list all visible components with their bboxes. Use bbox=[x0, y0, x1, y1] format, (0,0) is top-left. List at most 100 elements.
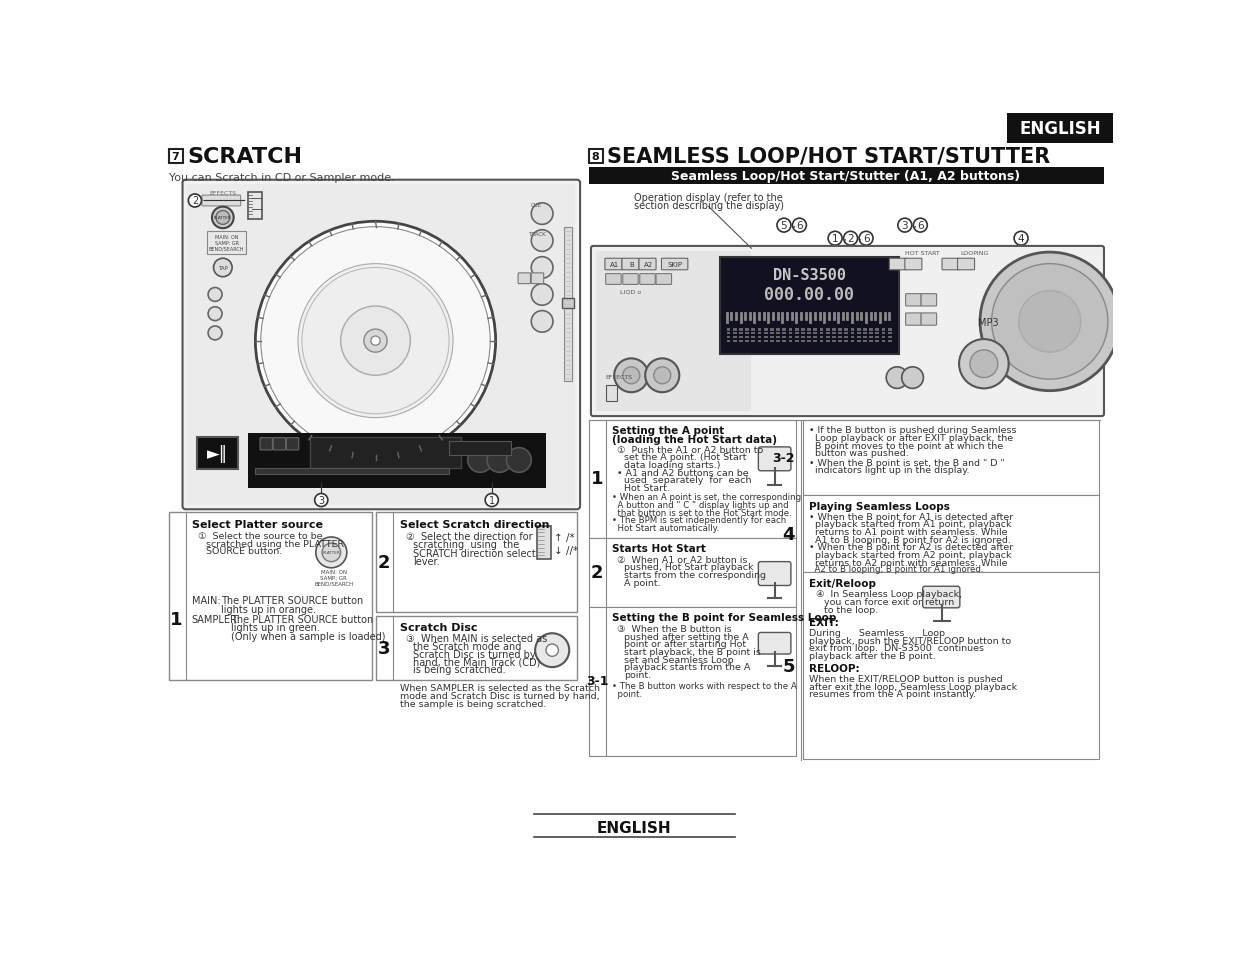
Text: ↑ /*: ↑ /* bbox=[554, 533, 574, 543]
Bar bbox=[782, 329, 787, 332]
Text: TRACK: TRACK bbox=[528, 232, 546, 236]
Text: to the loop.: to the loop. bbox=[824, 605, 878, 614]
Bar bbox=[726, 336, 731, 339]
Bar bbox=[788, 336, 793, 339]
Bar bbox=[845, 333, 849, 335]
Bar bbox=[876, 336, 880, 339]
FancyBboxPatch shape bbox=[531, 274, 544, 284]
Text: ③  When MAIN is selected as: ③ When MAIN is selected as bbox=[406, 634, 547, 643]
Text: ENGLISH: ENGLISH bbox=[1019, 120, 1101, 138]
Text: Starts Hot Start: Starts Hot Start bbox=[612, 543, 706, 554]
Bar bbox=[833, 329, 836, 332]
Text: ②  When A1 or A2 button is: ② When A1 or A2 button is bbox=[616, 555, 747, 564]
Text: Setting the A point: Setting the A point bbox=[612, 426, 724, 436]
Text: The PLATTER SOURCE button: The PLATTER SOURCE button bbox=[230, 615, 372, 624]
Text: after exit the loop, Seamless Loop playback: after exit the loop, Seamless Loop playb… bbox=[809, 682, 1017, 691]
Text: HOT START: HOT START bbox=[904, 252, 940, 256]
Text: set the A point. (Hot Start: set the A point. (Hot Start bbox=[625, 453, 747, 462]
Text: playback after the B point.: playback after the B point. bbox=[809, 651, 935, 660]
Text: LOOPING: LOOPING bbox=[961, 252, 990, 256]
Text: 3: 3 bbox=[318, 496, 324, 505]
Bar bbox=[776, 336, 781, 339]
Text: (Only when a sample is loaded): (Only when a sample is loaded) bbox=[230, 631, 385, 641]
Text: 7: 7 bbox=[172, 152, 179, 162]
Text: lever.: lever. bbox=[413, 557, 440, 567]
Bar bbox=[168, 150, 183, 164]
Text: the Scratch mode and: the Scratch mode and bbox=[413, 641, 522, 651]
FancyBboxPatch shape bbox=[518, 274, 531, 284]
Text: ,: , bbox=[913, 217, 917, 231]
Bar bbox=[833, 333, 836, 335]
Circle shape bbox=[531, 257, 553, 279]
Bar bbox=[870, 336, 873, 339]
Bar bbox=[769, 329, 774, 332]
Circle shape bbox=[322, 543, 340, 562]
FancyBboxPatch shape bbox=[622, 259, 640, 271]
FancyBboxPatch shape bbox=[758, 562, 790, 586]
Text: ①  Push the A1 or A2 button to: ① Push the A1 or A2 button to bbox=[616, 445, 763, 454]
Bar bbox=[857, 340, 861, 343]
Text: SCRATCH direction select: SCRATCH direction select bbox=[413, 548, 536, 558]
Text: playback, push the EXIT/RELOOP button to: playback, push the EXIT/RELOOP button to bbox=[809, 636, 1011, 645]
Bar bbox=[537, 527, 550, 559]
Text: ,: , bbox=[842, 231, 847, 244]
Text: 1: 1 bbox=[489, 496, 495, 505]
Text: When SAMPLER is selected as the Scratch: When SAMPLER is selected as the Scratch bbox=[400, 683, 600, 693]
Text: hand, the Main Track (CD): hand, the Main Track (CD) bbox=[413, 657, 541, 667]
Bar bbox=[769, 340, 774, 343]
Bar bbox=[757, 336, 762, 339]
Text: ③  When the B button is: ③ When the B button is bbox=[616, 624, 731, 634]
Bar bbox=[845, 329, 849, 332]
Text: Playing Seamless Loops: Playing Seamless Loops bbox=[809, 501, 950, 511]
Circle shape bbox=[622, 368, 640, 384]
Text: 5: 5 bbox=[781, 221, 787, 231]
Text: EXIT:: EXIT: bbox=[809, 618, 839, 627]
FancyBboxPatch shape bbox=[591, 247, 1103, 416]
Bar bbox=[738, 336, 743, 339]
FancyBboxPatch shape bbox=[957, 259, 975, 271]
Text: 3-2: 3-2 bbox=[772, 452, 795, 465]
Text: you can force exit or return: you can force exit or return bbox=[824, 598, 955, 606]
Bar bbox=[751, 329, 756, 332]
Text: Seamless Loop/Hot Start/Stutter (A1, A2 buttons): Seamless Loop/Hot Start/Stutter (A1, A2 … bbox=[672, 171, 1021, 183]
FancyBboxPatch shape bbox=[943, 259, 959, 271]
Bar bbox=[595, 252, 751, 412]
Text: ►‖: ►‖ bbox=[207, 445, 228, 462]
Text: 3: 3 bbox=[902, 221, 908, 231]
Text: 1: 1 bbox=[169, 611, 183, 629]
Bar bbox=[814, 340, 818, 343]
Text: 2: 2 bbox=[591, 564, 604, 581]
Bar bbox=[814, 333, 818, 335]
Bar bbox=[738, 333, 743, 335]
Bar bbox=[745, 329, 750, 332]
Bar bbox=[782, 333, 787, 335]
Bar bbox=[876, 329, 880, 332]
Circle shape bbox=[913, 219, 928, 233]
Circle shape bbox=[992, 264, 1108, 379]
Circle shape bbox=[298, 264, 453, 418]
Bar bbox=[870, 329, 873, 332]
Bar bbox=[803, 573, 1098, 759]
Circle shape bbox=[844, 232, 857, 246]
Bar bbox=[802, 333, 805, 335]
Circle shape bbox=[212, 208, 234, 229]
FancyBboxPatch shape bbox=[273, 438, 286, 451]
Bar bbox=[803, 420, 1098, 496]
Bar bbox=[826, 340, 830, 343]
Text: 5: 5 bbox=[782, 657, 795, 675]
Bar bbox=[606, 386, 617, 401]
Circle shape bbox=[208, 327, 223, 340]
Text: DN-S3500: DN-S3500 bbox=[773, 268, 846, 282]
Bar bbox=[820, 336, 824, 339]
Bar bbox=[197, 437, 238, 470]
Bar bbox=[795, 333, 799, 335]
Bar bbox=[788, 340, 793, 343]
Text: B point moves to the point at which the: B point moves to the point at which the bbox=[809, 441, 1003, 450]
Text: ↓ //*: ↓ //* bbox=[554, 545, 578, 555]
Text: set and Seamless Loop: set and Seamless Loop bbox=[625, 655, 734, 664]
Bar bbox=[833, 340, 836, 343]
Text: CUE: CUE bbox=[531, 203, 542, 208]
Bar bbox=[888, 336, 892, 339]
Text: ,: , bbox=[792, 217, 795, 231]
Bar bbox=[732, 340, 737, 343]
